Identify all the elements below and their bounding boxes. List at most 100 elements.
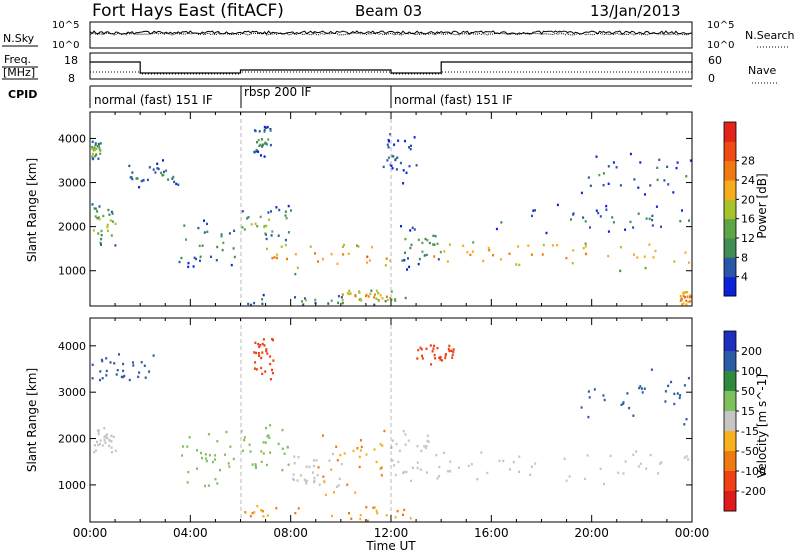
scatter-point <box>148 370 151 373</box>
scatter-point <box>629 152 632 156</box>
scatter-point <box>603 398 606 402</box>
scatter-point <box>375 289 378 292</box>
scatter-point <box>284 214 287 217</box>
scatter-point <box>131 171 134 174</box>
scatter-point <box>281 447 284 450</box>
scatter-point <box>181 445 184 448</box>
scatter-point <box>262 441 265 444</box>
colorbar-swatch <box>724 218 736 239</box>
scatter-point <box>337 295 340 298</box>
scatter-point <box>343 452 346 455</box>
colorbar-tick-label: 16 <box>741 213 755 226</box>
scatter-point <box>103 427 106 430</box>
scatter-point <box>241 449 244 452</box>
scatter-point <box>375 460 378 464</box>
scatter-point <box>389 259 392 262</box>
scatter-point <box>410 479 412 483</box>
scatter-point <box>211 460 214 464</box>
scatter-point <box>204 457 207 460</box>
scatter-region <box>433 241 690 273</box>
scatter-point <box>649 184 652 187</box>
y-tick-label: 4000 <box>58 132 86 145</box>
beam-label: Beam 03 <box>355 2 422 20</box>
scatter-point <box>663 179 666 182</box>
scatter-point <box>314 298 317 302</box>
scatter-point <box>466 251 469 254</box>
scatter-point <box>448 243 451 246</box>
scatter-point <box>94 215 97 218</box>
scatter-point <box>645 467 648 470</box>
scatter-point <box>644 193 646 196</box>
scatter-point <box>403 508 406 512</box>
scatter-point <box>94 143 97 147</box>
scatter-point <box>261 351 264 354</box>
scatter-point <box>260 460 263 464</box>
scatter-point <box>360 299 363 302</box>
scatter-point <box>393 464 396 467</box>
colorbar-swatch <box>724 391 736 412</box>
scatter-point <box>667 384 670 388</box>
scatter-point <box>400 225 402 228</box>
scatter-point <box>138 371 141 374</box>
scatter-point <box>447 470 449 473</box>
scatter-point <box>352 449 355 453</box>
scatter-point <box>333 491 335 494</box>
scatter-point <box>365 506 368 509</box>
scatter-point <box>281 428 284 432</box>
scatter-point <box>664 390 667 393</box>
scatter-point <box>269 355 272 358</box>
scatter-point <box>488 249 491 252</box>
scatter-point <box>196 449 198 452</box>
scatter-point <box>198 244 201 248</box>
noise-sky-trace <box>89 30 692 35</box>
scatter-point <box>349 292 352 295</box>
scatter-point <box>438 475 440 478</box>
scatter-point <box>305 465 308 468</box>
scatter-point <box>444 356 447 360</box>
scatter-point <box>91 155 94 158</box>
scatter-point <box>387 138 390 142</box>
scatter-point <box>332 452 334 456</box>
scatter-point <box>305 482 308 485</box>
scatter-region <box>580 368 690 426</box>
scatter-point <box>265 126 268 129</box>
scatter-point <box>297 507 300 510</box>
scatter-point <box>673 402 676 406</box>
date-label: 13/Jan/2013 <box>590 2 681 20</box>
scatter-point <box>263 225 266 229</box>
scatter-point <box>531 214 533 218</box>
scatter-point <box>572 249 575 252</box>
scatter-point <box>97 432 100 436</box>
scatter-point <box>331 514 334 518</box>
scatter-region <box>292 452 343 489</box>
scatter-point <box>105 374 108 377</box>
scatter-point <box>607 182 610 185</box>
scatter-point <box>214 478 217 481</box>
scatter-point <box>377 292 380 295</box>
scatter-point <box>93 207 96 210</box>
scatter-point <box>446 260 449 263</box>
scatter-point <box>91 152 94 156</box>
scatter-point <box>265 349 268 353</box>
scatter-point <box>371 246 374 249</box>
scatter-region <box>91 140 102 161</box>
noise-right-tick-top: 10^5 <box>707 20 734 31</box>
scatter-point <box>129 176 132 179</box>
colorbar-tick-label: -15 <box>741 425 759 438</box>
scatter-point <box>251 463 254 466</box>
y-tick-label: 3000 <box>58 177 86 190</box>
scatter-point <box>602 172 605 175</box>
scatter-point <box>261 342 264 346</box>
noise-right-tick-bottom: 10^0 <box>707 40 734 51</box>
scatter-point <box>366 519 369 522</box>
scatter-point <box>106 226 109 229</box>
scatter-point <box>572 213 575 216</box>
scatter-point <box>143 364 146 367</box>
scatter-point <box>207 484 210 487</box>
scatter-point <box>399 161 402 165</box>
scatter-point <box>681 303 683 306</box>
scatter-point <box>373 506 376 509</box>
scatter-point <box>387 146 390 149</box>
scatter-point <box>267 211 270 214</box>
scatter-point <box>228 232 231 235</box>
